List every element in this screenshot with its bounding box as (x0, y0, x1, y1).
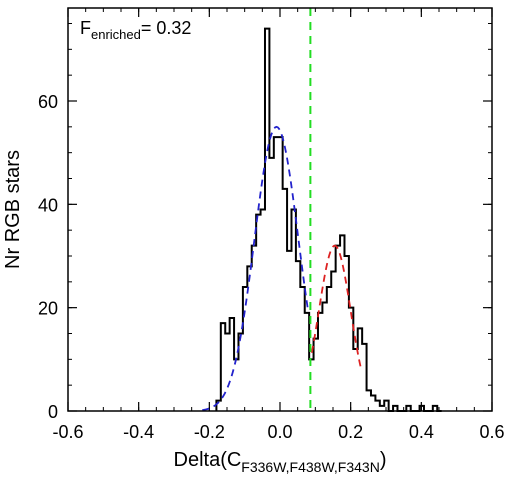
y-tick-label: 0 (48, 402, 58, 422)
gaussian-fit-red (310, 244, 363, 370)
plot-frame (67, 7, 493, 412)
x-tick-label: -0.4 (123, 422, 154, 442)
histogram-series (215, 27, 442, 412)
annotation-subscript: enriched (91, 27, 141, 42)
f-enriched-annotation: Fenriched= 0.32 (80, 18, 191, 42)
x-tick-label: 0.4 (409, 422, 434, 442)
y-tick-label: 40 (38, 195, 58, 215)
gaussian-fit-blue (202, 125, 310, 411)
gaussian-fits (202, 125, 363, 411)
histogram-steps (215, 27, 442, 412)
x-tick-label: 0.0 (267, 422, 292, 442)
tick-labels: -0.6 -0.4 -0.2 0.0 0.2 0.4 0.6 0 20 40 60 (38, 92, 505, 442)
y-tick-label: 60 (38, 92, 58, 112)
x-axis-title-main: Delta(C (174, 449, 242, 471)
annotation-prefix: F (80, 18, 91, 38)
x-axis-title-subscript: F336W,F438W,F343N (241, 459, 380, 475)
annotation-suffix: = 0.32 (141, 18, 192, 38)
x-axis-title: Delta(CF336W,F438W,F343N) (174, 449, 387, 475)
y-axis-title: Nr RGB stars (2, 150, 24, 269)
x-tick-label: -0.6 (52, 422, 83, 442)
x-axis-title-close: ) (380, 449, 387, 471)
axis-ticks (67, 8, 493, 412)
x-tick-label: 0.2 (338, 422, 363, 442)
x-tick-label: -0.2 (194, 422, 225, 442)
y-tick-label: 20 (38, 299, 58, 319)
x-tick-label: 0.6 (479, 422, 504, 442)
